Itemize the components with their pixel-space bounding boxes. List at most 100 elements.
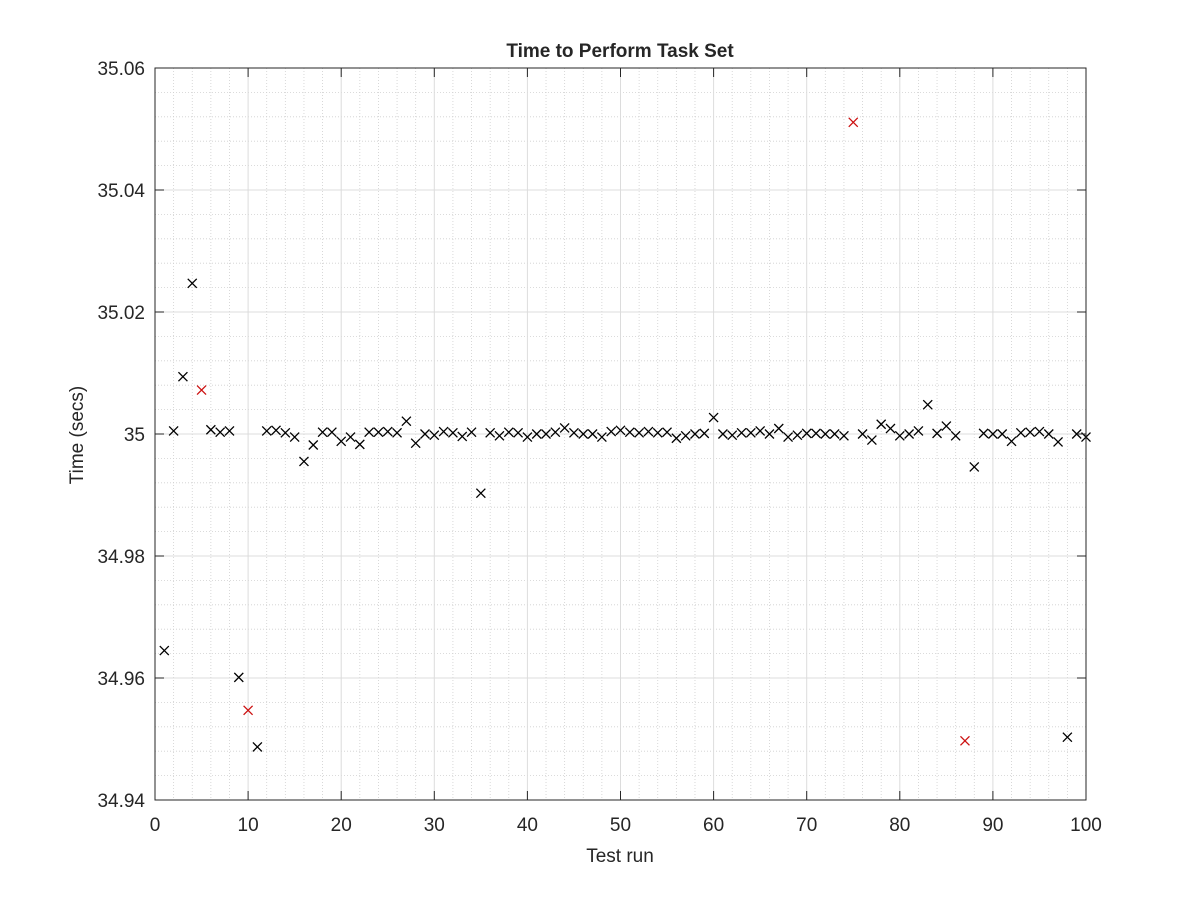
data-point (941, 421, 952, 432)
data-point (1015, 427, 1026, 438)
x-tick-label: 10 (238, 815, 259, 836)
x-axis-label: Test run (586, 846, 654, 867)
data-point (829, 429, 840, 439)
data-point (494, 430, 505, 441)
data-point (987, 429, 998, 439)
y-tick-label: 34.98 (97, 547, 145, 568)
data-point (615, 425, 626, 436)
data-point (289, 432, 300, 443)
data-point (196, 385, 207, 396)
data-point (587, 429, 598, 439)
data-markers (159, 117, 1091, 752)
data-point (345, 432, 356, 443)
data-point (690, 429, 700, 439)
x-tick-label: 50 (610, 815, 631, 836)
data-point (568, 427, 579, 438)
data-point (420, 429, 430, 439)
data-point (596, 432, 607, 443)
data-point (764, 429, 775, 439)
data-point (373, 427, 384, 438)
data-point (1034, 426, 1045, 437)
data-point (205, 424, 216, 435)
data-point (736, 427, 747, 438)
data-point (280, 427, 291, 438)
data-point (336, 436, 347, 447)
tick-labels: 0 10 20 30 40 50 60 70 80 90 100 34.94 34.96 34.98 35 3… (97, 59, 1101, 836)
data-point (159, 645, 170, 656)
data-point (801, 428, 812, 439)
data-point (317, 427, 328, 438)
data-point (755, 425, 766, 436)
data-point (894, 430, 905, 441)
data-point (922, 399, 933, 410)
x-tick-label: 90 (982, 815, 1003, 836)
data-point (643, 426, 654, 437)
data-point (1006, 436, 1017, 447)
y-tick-label: 34.96 (97, 669, 145, 690)
x-tick-label: 100 (1070, 815, 1102, 836)
data-point (522, 432, 533, 443)
data-point (438, 426, 449, 437)
data-point (866, 435, 877, 446)
data-point (233, 672, 244, 683)
data-point (541, 429, 551, 439)
data-point (820, 429, 831, 439)
data-point (354, 439, 365, 450)
data-point (745, 427, 756, 438)
y-tick-label: 35.02 (97, 303, 145, 324)
x-tick-label: 80 (889, 815, 910, 836)
data-point (531, 429, 542, 439)
chart-title: Time to Perform Task Set (506, 41, 734, 62)
y-tick-label: 34.94 (97, 791, 145, 812)
data-point (792, 430, 803, 441)
data-point (783, 432, 794, 443)
data-point (299, 456, 309, 467)
data-point (364, 427, 375, 438)
data-point (1025, 427, 1036, 438)
data-point (382, 426, 393, 437)
data-point (811, 428, 821, 439)
data-point (261, 425, 272, 436)
data-point (187, 278, 198, 289)
data-point (168, 425, 179, 436)
data-point (848, 117, 859, 128)
data-point (503, 427, 514, 438)
data-point (1071, 429, 1082, 439)
data-point (410, 438, 421, 449)
data-point (401, 416, 412, 427)
data-point (559, 422, 570, 433)
data-point (429, 430, 440, 441)
data-point (857, 429, 868, 439)
data-point (457, 431, 468, 442)
data-point (913, 425, 924, 436)
data-point (885, 423, 896, 434)
data-point (950, 430, 961, 441)
x-tick-label: 30 (424, 815, 445, 836)
data-point (271, 425, 281, 436)
data-point (252, 741, 263, 752)
data-point (243, 705, 254, 716)
data-point (177, 371, 188, 382)
data-point (838, 430, 849, 441)
data-point (326, 427, 337, 438)
x-tick-label: 70 (796, 815, 817, 836)
data-point (932, 428, 942, 439)
data-point (717, 429, 728, 439)
data-point (447, 427, 458, 438)
data-point (1043, 429, 1054, 439)
data-point (224, 425, 235, 436)
data-point (485, 427, 496, 438)
data-point (960, 735, 970, 746)
data-point (652, 427, 663, 438)
y-tick-label: 35 (124, 425, 145, 446)
y-axis-label: Time (secs) (67, 386, 88, 485)
data-point (978, 428, 989, 439)
data-point (876, 419, 887, 430)
data-point (1062, 732, 1073, 743)
major-grid (155, 68, 1086, 800)
x-tick-label: 0 (150, 815, 161, 836)
x-tick-label: 40 (517, 815, 538, 836)
data-point (904, 429, 915, 439)
data-point (513, 427, 524, 438)
